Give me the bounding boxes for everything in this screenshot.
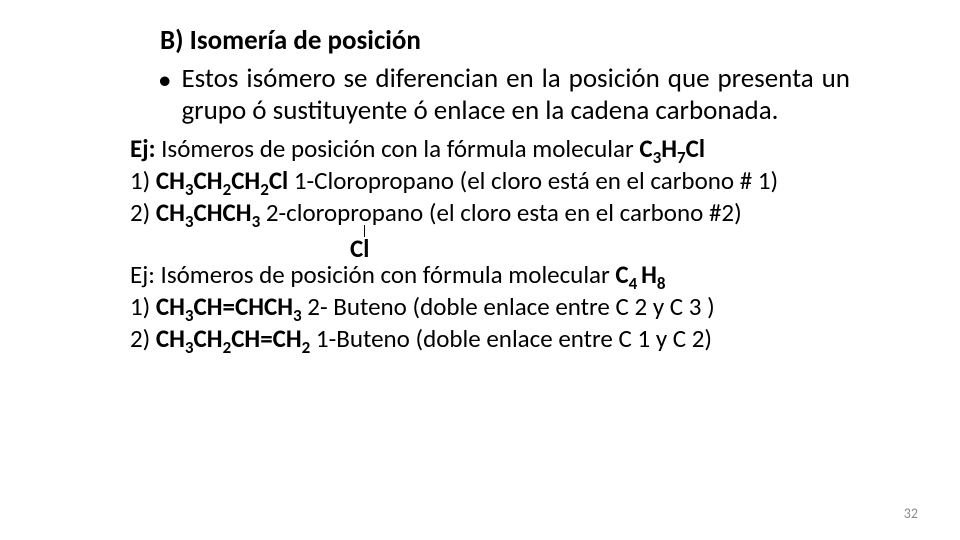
ej1-text: Isómeros de posición con la fórmula mole… <box>155 133 639 164</box>
chlorine-branch: Cl <box>130 229 850 259</box>
example2-item2: 2) CH3CH2CH=CH2 1-Buteno (doble enlace e… <box>130 323 850 355</box>
slide-container: B) Isomería de posición • Estos isómero … <box>0 0 960 540</box>
item4-formula: CH3CH2CH=CH2 <box>156 323 310 354</box>
item2-num: 2) <box>130 197 156 228</box>
bullet-text: Estos isómero se diferencian en la posic… <box>181 63 850 127</box>
item3-num: 1) <box>130 291 156 322</box>
ej2-formula: C4 H8 <box>615 259 665 290</box>
example1-heading: Ej: Isómeros de posición con la fórmula … <box>130 133 850 165</box>
ej1-prefix: Ej: <box>130 133 155 164</box>
example2-heading: Ej: Isómeros de posición con fórmula mol… <box>130 259 850 291</box>
bullet-item: • Estos isómero se diferencian en la pos… <box>158 63 850 127</box>
item2-formula: CH3CHCH3 <box>156 197 260 228</box>
section-title: B) Isomería de posición <box>160 24 850 57</box>
bullet-marker: • <box>158 65 171 97</box>
page-number: 32 <box>904 505 918 522</box>
item1-num: 1) <box>130 165 156 196</box>
ej1-formula: C3H7Cl <box>639 133 705 164</box>
example1-item2: 2) CH3CHCH3 2-cloropropano (el cloro est… <box>130 197 850 229</box>
ej2-text: Isómeros de posición con fórmula molecul… <box>155 259 616 290</box>
cl-label: Cl <box>350 233 369 264</box>
item1-formula: CH3CH2CH2Cl <box>156 165 288 196</box>
item4-num: 2) <box>130 323 156 354</box>
item3-formula: CH3CH=CHCH3 <box>156 291 302 322</box>
item1-desc: 1-Cloropropano (el cloro está en el carb… <box>288 165 778 196</box>
item4-desc: 1-Buteno (doble enlace entre C 1 y C 2) <box>310 323 712 354</box>
example1-item1: 1) CH3CH2CH2Cl 1-Cloropropano (el cloro … <box>130 165 850 197</box>
ej2-prefix: Ej: <box>130 259 155 290</box>
item3-desc: 2- Buteno (doble enlace entre C 2 y C 3 … <box>302 291 715 322</box>
item2-desc: 2-cloropropano (el cloro esta en el carb… <box>260 197 741 228</box>
example2-item1: 1) CH3CH=CHCH3 2- Buteno (doble enlace e… <box>130 291 850 323</box>
